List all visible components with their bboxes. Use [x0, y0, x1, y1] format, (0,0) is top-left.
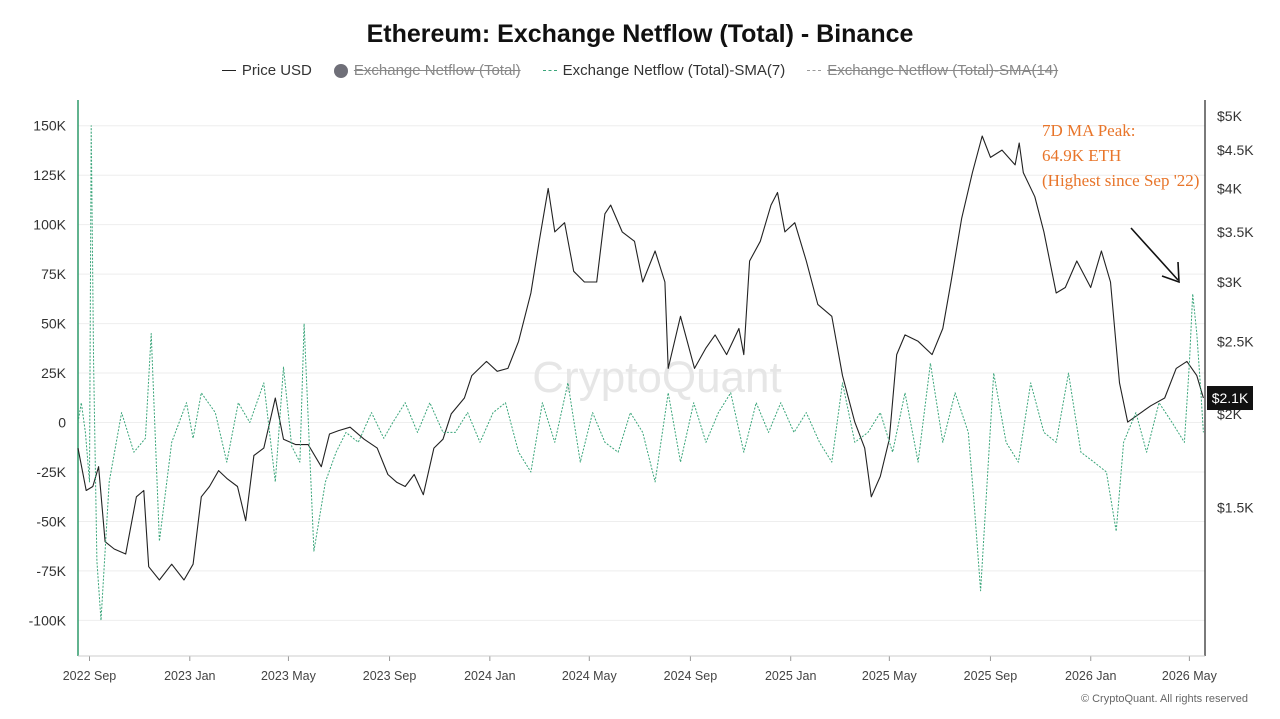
copyright: © CryptoQuant. All rights reserved [1080, 693, 1248, 705]
left-tick-label: 100K [33, 217, 66, 233]
annotation-line: 7D MA Peak: [1042, 121, 1136, 140]
annotation-line: 64.9K ETH [1042, 146, 1121, 165]
right-tick-label: $4K [1217, 180, 1243, 196]
annotation-line: (Highest since Sep '22) [1042, 171, 1199, 190]
price-line [77, 135, 1204, 581]
grid: CryptoQuant [78, 125, 1205, 621]
right-tick-label: $3K [1217, 274, 1243, 290]
x-tick-label: 2023 Jan [164, 669, 215, 683]
chart-title: Ethereum: Exchange Netflow (Total) - Bin… [366, 20, 914, 48]
left-tick-label: 25K [41, 365, 67, 381]
legend-price-swatch [221, 70, 236, 71]
legend-price-label: Price USD [241, 62, 312, 79]
left-axis: 150K 125K 100K 75K 50K 25K 0 -25K -50K -75K -100K [29, 100, 79, 656]
left-tick-label: -25K [36, 464, 66, 480]
left-tick-label: 75K [41, 266, 67, 282]
x-tick-label: 2023 May [261, 669, 317, 683]
left-tick-label: -75K [36, 563, 66, 579]
current-price-label: $2.1K [1212, 390, 1249, 406]
x-tick-label: 2026 May [1162, 669, 1218, 683]
right-tick-label: $3.5K [1217, 224, 1254, 240]
legend-sma14-label: Exchange Netflow (Total)-SMA(14) [827, 62, 1059, 79]
series-group [77, 125, 1204, 621]
x-tick-label: 2025 May [862, 669, 918, 683]
x-tick-label: 2024 Sep [664, 669, 718, 683]
x-tick-label: 2024 May [562, 669, 618, 683]
watermark-logo: CryptoQuant [532, 353, 781, 402]
right-tick-label: $2.5K [1217, 333, 1254, 349]
sma7-line [77, 125, 1204, 621]
x-tick-label: 2025 Sep [964, 669, 1018, 683]
left-tick-label: 0 [58, 415, 66, 431]
left-tick-label: 50K [41, 316, 67, 332]
x-tick-label: 2025 Jan [765, 669, 816, 683]
current-price-tag [1207, 386, 1253, 411]
legend-netflow-swatch [333, 63, 348, 78]
legend-item-sma7[interactable]: Exchange Netflow (Total)-SMA(7) [542, 62, 786, 79]
left-tick-label: -50K [36, 513, 66, 529]
right-axis: $5K$4.5K$4K$3.5K$3K$2.5K$2K$1.5K [1204, 100, 1254, 656]
legend-sma14-swatch [807, 70, 822, 71]
annotation-arrow-head [1161, 261, 1180, 284]
legend-item-sma14[interactable]: Exchange Netflow (Total)-SMA(14) [807, 62, 1058, 79]
legend-item-price[interactable]: Price USD [221, 62, 312, 79]
x-axis: 2022 Sep 2023 Jan 2023 May 2023 Sep 2024 Jan… [63, 655, 1218, 683]
legend-sma7-swatch [542, 70, 557, 71]
x-tick-label: 2022 Sep [63, 669, 117, 683]
annotation-arrow-shaft [1130, 227, 1179, 281]
left-tick-label: 150K [33, 118, 66, 134]
annotation-group: $2.1K 7D MA Peak: 64.9K ETH (Highest since … [1042, 121, 1253, 411]
right-tick-label: $4.5K [1217, 142, 1254, 158]
x-tick-label: 2023 Sep [363, 669, 417, 683]
x-tick-label: 2026 Jan [1065, 669, 1116, 683]
left-tick-label: -100K [29, 612, 67, 628]
legend-item-netflow[interactable]: Exchange Netflow (Total) [333, 62, 521, 79]
right-tick-label: $1.5K [1217, 499, 1254, 515]
x-tick-label: 2024 Jan [464, 669, 515, 683]
right-tick-label: $5K [1217, 108, 1243, 124]
left-tick-label: 125K [33, 167, 66, 183]
legend-netflow-label: Exchange Netflow (Total) [353, 62, 521, 79]
legend-sma7-label: Exchange Netflow (Total)-SMA(7) [562, 62, 786, 79]
legend: Price USD Exchange Netflow (Total) Excha… [0, 62, 1280, 79]
